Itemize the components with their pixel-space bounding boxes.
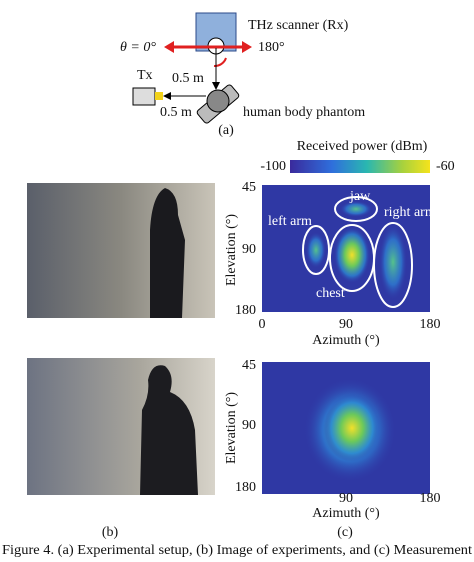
label: 0.5 m: [172, 71, 204, 86]
arrow-head: [164, 41, 174, 53]
annotation-ellipse: [334, 196, 378, 222]
photo: [27, 183, 215, 318]
tick-label: 180: [420, 491, 441, 506]
axis-label: Azimuth (°): [312, 333, 380, 348]
heat-region: [334, 227, 370, 283]
tick-label: 180: [420, 317, 441, 332]
panel-label: (b): [102, 525, 119, 540]
heat-region: [324, 394, 380, 462]
tick-label: 45: [242, 358, 256, 373]
annotation-ellipse: [373, 222, 413, 308]
axis-label: Elevation (°): [224, 214, 239, 286]
colorbar: [290, 160, 430, 173]
tick-label: 90: [339, 317, 353, 332]
tick-label: 90: [242, 242, 256, 257]
heat-region: [306, 232, 326, 268]
photo-person: [140, 365, 198, 495]
colorbar-label: -100: [260, 159, 286, 174]
label: (a): [218, 123, 234, 138]
rotation-curve: [213, 57, 227, 67]
phantom-head: [206, 89, 230, 113]
colorbar-label: -60: [436, 159, 455, 174]
label: Tx: [137, 68, 153, 83]
label: θ = 0°: [120, 40, 156, 55]
annotation: right arm: [384, 205, 436, 220]
tick-label: 180: [235, 480, 256, 495]
annotation: jaw: [349, 189, 371, 204]
photo-phantom: [150, 188, 185, 318]
tx-box: [132, 87, 156, 106]
annotation: left arm: [268, 214, 312, 229]
tick-label: 45: [242, 180, 256, 195]
label: human body phantom: [243, 105, 365, 120]
annotation: chest: [316, 286, 345, 301]
heat-region: [340, 201, 372, 217]
arrow-head: [212, 82, 220, 90]
tx-horn: [155, 92, 163, 100]
axis-label: Elevation (°): [224, 392, 239, 464]
annotation-ellipse: [302, 225, 330, 275]
tick-label: 90: [339, 491, 353, 506]
axis-label: Azimuth (°): [312, 506, 380, 521]
label: 0.5 m: [160, 105, 192, 120]
colorbar-title: Received power (dBm): [297, 139, 428, 154]
panel-label: (c): [337, 525, 353, 540]
tick-label: 90: [242, 418, 256, 433]
tick-label: 180: [235, 303, 256, 318]
caption: Figure 4. (a) Experimental setup, (b) Im…: [2, 543, 472, 558]
label: THz scanner (Rx): [248, 18, 349, 33]
tick-label: 0: [259, 317, 266, 332]
arrow-head: [242, 41, 252, 53]
label: 180°: [258, 40, 285, 55]
heat-region: [379, 224, 407, 300]
arrow-head: [163, 92, 171, 100]
